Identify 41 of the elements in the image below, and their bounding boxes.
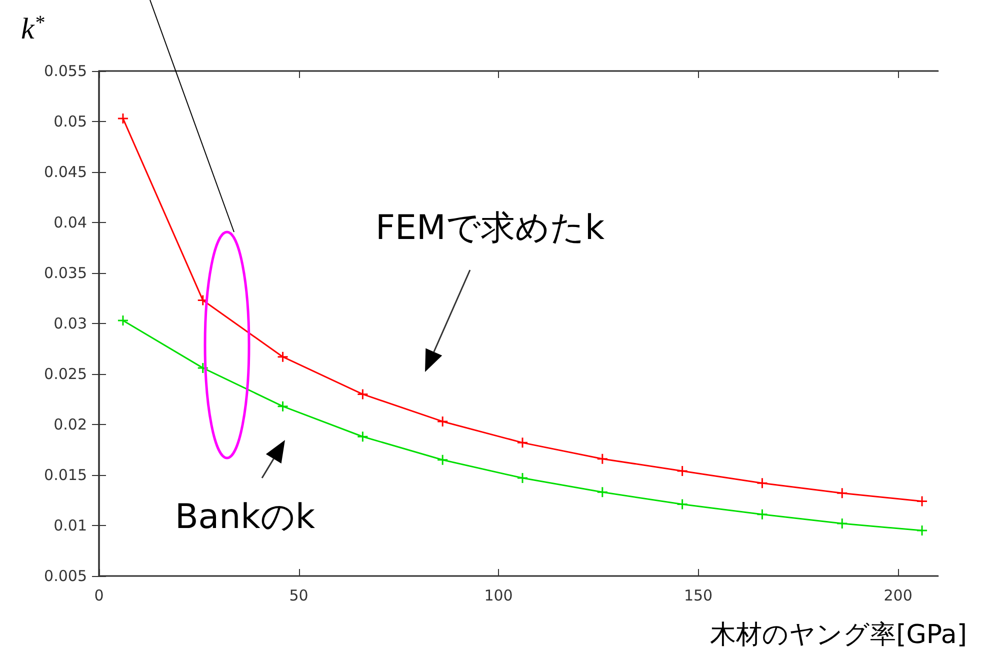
point (277, 351, 289, 363)
y-tick-label: 0.025 (44, 365, 87, 383)
point (277, 400, 289, 412)
x-axis-title: 木材のヤング率[GPa] (710, 620, 968, 650)
point (436, 416, 448, 428)
point (117, 314, 129, 326)
y-tick-label: 0.03 (54, 314, 87, 332)
y-tick-label: 0.015 (44, 466, 87, 484)
point (756, 477, 768, 489)
x-tick-label: 50 (289, 586, 308, 604)
point (516, 472, 528, 484)
x-tick-label: 0 (94, 586, 104, 604)
point (117, 112, 129, 124)
point (676, 465, 688, 477)
point (356, 430, 368, 442)
point (836, 487, 848, 499)
point (916, 524, 928, 536)
point (596, 486, 608, 498)
x-tick-label: 100 (484, 586, 513, 604)
x-tick-label: 200 (884, 586, 912, 604)
point (516, 436, 528, 448)
point (676, 498, 688, 510)
y-tick-label: 0.05 (54, 112, 87, 130)
point (756, 508, 768, 520)
x-tick-label: 150 (684, 586, 713, 604)
y-axis-title: k* (21, 12, 44, 46)
point (596, 453, 608, 465)
y-tick-label: 0.035 (44, 264, 87, 282)
point (356, 388, 368, 400)
annotation: FEMで求めたk (375, 208, 605, 248)
point (836, 518, 848, 530)
point (916, 496, 928, 508)
y-tick-label: 0.055 (44, 62, 87, 80)
y-tick-label: 0.045 (44, 163, 87, 181)
point (197, 362, 209, 374)
y-tick-label: 0.01 (54, 516, 87, 534)
y-tick-label: 0.04 (54, 214, 87, 232)
annotation: Bankのk (174, 497, 316, 537)
y-tick-label: 0.005 (44, 567, 87, 585)
y-tick-label: 0.02 (54, 416, 87, 434)
point (436, 454, 448, 466)
